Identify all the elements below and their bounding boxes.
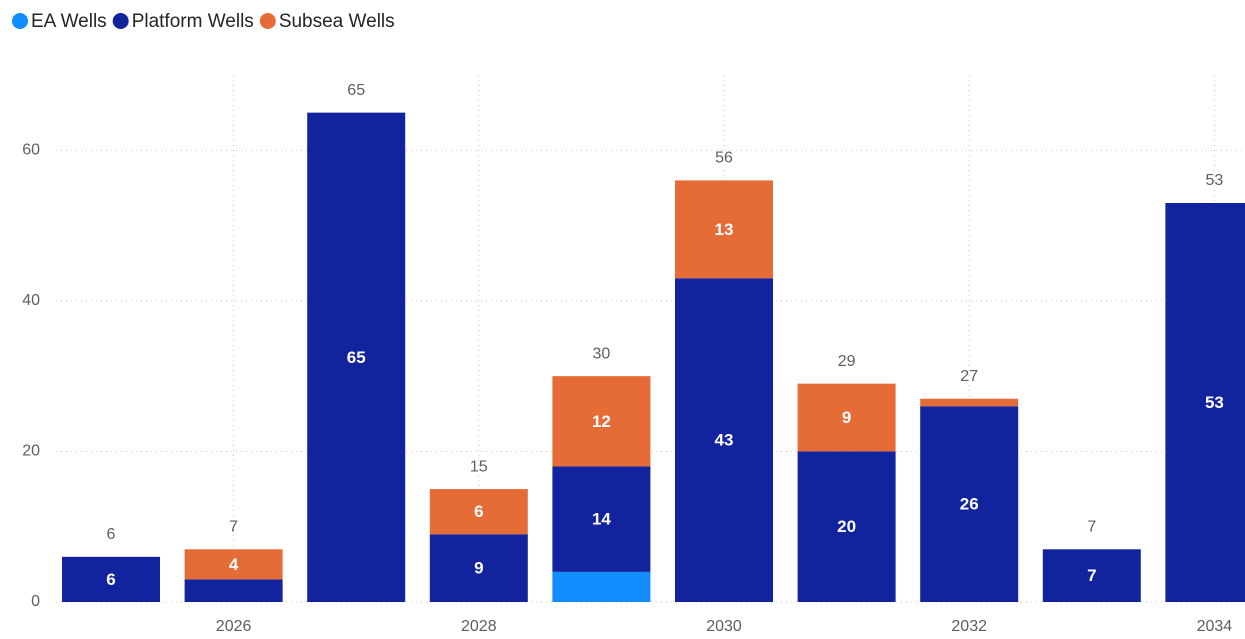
- x-tick-label: 2026: [216, 618, 252, 635]
- bar-segment: [1165, 202, 1245, 602]
- bar-segment: [797, 383, 896, 452]
- bar-segment: [184, 579, 283, 602]
- data-label: 65: [347, 348, 366, 367]
- total-label: 56: [715, 150, 733, 167]
- total-label: 53: [1206, 172, 1224, 189]
- data-label: 9: [842, 408, 851, 427]
- y-tick-label: 40: [22, 292, 40, 309]
- x-tick-label: 2032: [951, 618, 987, 635]
- bar-segment: [920, 398, 1019, 407]
- data-label: 6: [474, 502, 483, 521]
- bar-segment: [552, 466, 651, 572]
- bar-segment: [675, 180, 773, 279]
- legend-label: Platform Wells: [132, 11, 254, 32]
- x-tick-label: 2030: [706, 618, 742, 635]
- data-label: 14: [592, 510, 611, 529]
- data-label: 43: [715, 431, 734, 450]
- data-label: 6: [106, 570, 115, 589]
- data-label: 53: [1205, 393, 1224, 412]
- data-label: 20: [837, 517, 856, 536]
- legend-swatch: [259, 13, 276, 29]
- total-label: 6: [107, 526, 116, 543]
- legend-swatch: [12, 13, 28, 29]
- total-label: 65: [347, 82, 365, 99]
- data-label: 4: [229, 555, 239, 574]
- y-tick-label: 60: [22, 142, 40, 159]
- y-tick-label: 20: [22, 443, 40, 460]
- bar-segment: [184, 549, 283, 580]
- bar-segment: [1042, 549, 1141, 602]
- x-tick-label: 2034: [1197, 618, 1233, 635]
- legend-swatch: [112, 13, 129, 29]
- data-label: 13: [715, 220, 734, 239]
- data-label: 12: [592, 412, 611, 431]
- bar-segment: [552, 376, 651, 467]
- bar-segment: [920, 406, 1019, 602]
- total-label: 29: [838, 353, 856, 370]
- legend-label: EA Wells: [31, 11, 107, 32]
- data-label: 7: [1087, 566, 1096, 585]
- total-label: 15: [470, 458, 488, 475]
- data-label: 26: [960, 495, 979, 514]
- total-label: 7: [1087, 519, 1096, 536]
- total-label: 30: [593, 345, 611, 362]
- total-label: 7: [229, 519, 238, 536]
- bar-segment: [675, 278, 773, 602]
- bar-segment: [307, 112, 406, 603]
- x-tick-label: 2028: [461, 618, 497, 635]
- legend-label: Subsea Wells: [279, 11, 395, 32]
- bar-segment: [62, 556, 160, 602]
- y-tick-label: 0: [31, 593, 40, 610]
- bar-segment: [429, 534, 528, 602]
- data-label: 9: [474, 559, 483, 578]
- total-label: 27: [960, 368, 978, 385]
- bar-segment: [429, 489, 528, 535]
- bar-segment: [797, 451, 896, 602]
- bar-segment: [552, 571, 651, 602]
